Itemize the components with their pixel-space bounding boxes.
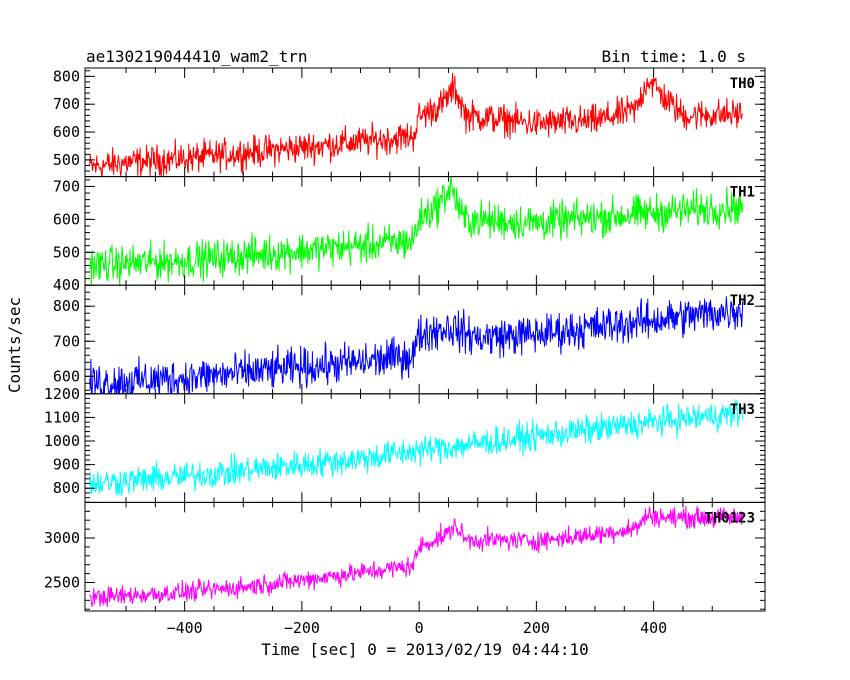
x-axis-label: Time [sec] 0 = 2013/02/19 04:44:10	[261, 640, 589, 659]
panel-label-th3: TH3	[730, 402, 755, 418]
y-tick-label: 2500	[44, 574, 80, 592]
x-tick-label: −200	[284, 619, 320, 637]
y-tick-label: 900	[53, 456, 80, 474]
series-line-th0123	[89, 505, 744, 608]
panels-group: 500 600 700 800 TH0 400 500 600 700 TH1 600 700 800 T…	[44, 67, 766, 637]
y-tick-label: 1000	[44, 432, 80, 450]
panel-label-th2: TH2	[730, 293, 755, 309]
panel-frame-th0123	[84, 501, 766, 612]
panel-label-th0: TH0	[730, 76, 755, 92]
y-tick-label: 600	[53, 210, 80, 228]
y-tick-label: 700	[53, 177, 80, 195]
y-tick-label: 3000	[44, 529, 80, 547]
y-tick-label: 700	[53, 95, 80, 113]
y-tick-label: 500	[53, 151, 80, 169]
y-tick-label: 500	[53, 243, 80, 261]
y-tick-label: 800	[53, 479, 80, 497]
y-tick-label: 600	[53, 367, 80, 385]
x-tick-label: 200	[523, 619, 550, 637]
series-line-th2	[89, 296, 744, 394]
panel-label-th0123: TH0123	[704, 510, 755, 526]
series-line-th0	[89, 72, 744, 177]
series-line-th3	[89, 399, 744, 497]
y-axis-label: Counts/sec	[5, 297, 24, 393]
panel-label-th1: TH1	[730, 185, 755, 201]
x-tick-label: 400	[640, 619, 667, 637]
y-tick-label: 1100	[44, 408, 80, 426]
bin-time-label: Bin time: 1.0 s	[602, 47, 747, 66]
y-tick-label: 600	[53, 123, 80, 141]
x-tick-label: −400	[167, 619, 203, 637]
y-tick-label: 400	[53, 276, 80, 294]
y-tick-label: 800	[53, 67, 80, 85]
series-line-th1	[89, 176, 744, 286]
y-tick-label: 700	[53, 332, 80, 350]
y-tick-label: 1200	[44, 385, 80, 403]
chart-title: ae130219044410_wam2_trn	[86, 47, 308, 66]
x-tick-label: 0	[415, 619, 424, 637]
y-tick-label: 800	[53, 297, 80, 315]
